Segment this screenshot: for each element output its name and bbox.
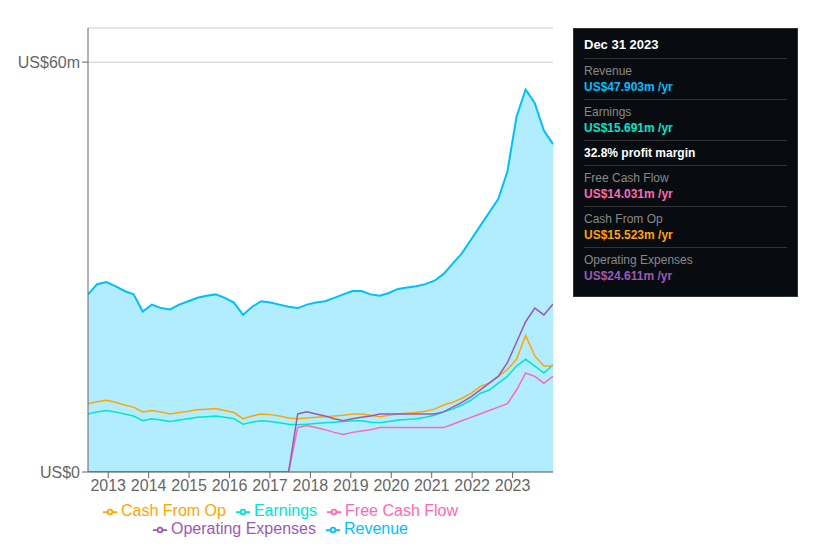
html-text:US$15.523m /yr: US$15.523m /yr bbox=[584, 228, 673, 242]
html-text:Free Cash Flow: Free Cash Flow bbox=[345, 502, 458, 519]
html-text:Operating Expenses: Operating Expenses bbox=[584, 253, 693, 267]
html-text:Operating Expenses: Operating Expenses bbox=[171, 520, 316, 537]
html-text:Cash From Op: Cash From Op bbox=[584, 212, 663, 226]
html-text:US$47.903m /yr: US$47.903m /yr bbox=[584, 80, 673, 94]
html-text:Cash From Op: Cash From Op bbox=[121, 502, 226, 519]
svg-text:2021: 2021 bbox=[414, 477, 450, 494]
svg-text:2018: 2018 bbox=[293, 477, 329, 494]
svg-text:2020: 2020 bbox=[373, 477, 409, 494]
svg-text:2014: 2014 bbox=[131, 477, 167, 494]
html-text:US$24.611m /yr: US$24.611m /yr bbox=[584, 269, 673, 283]
svg-text:2017: 2017 bbox=[252, 477, 288, 494]
svg-text:2016: 2016 bbox=[212, 477, 248, 494]
html-text:32.8% profit margin: 32.8% profit margin bbox=[584, 146, 696, 160]
html-text:Revenue: Revenue bbox=[584, 64, 632, 78]
html-text:US$14.031m /yr: US$14.031m /yr bbox=[584, 187, 673, 201]
svg-text:US$60m: US$60m bbox=[18, 54, 80, 71]
svg-text:2023: 2023 bbox=[495, 477, 531, 494]
html-text:Earnings: Earnings bbox=[584, 105, 632, 119]
svg-text:2015: 2015 bbox=[171, 477, 207, 494]
svg-text:2022: 2022 bbox=[454, 477, 490, 494]
svg-text:2019: 2019 bbox=[333, 477, 369, 494]
svg-text:2013: 2013 bbox=[90, 477, 126, 494]
svg-text:US$0: US$0 bbox=[40, 464, 80, 481]
html-text:US$15.691m /yr: US$15.691m /yr bbox=[584, 121, 673, 135]
html-text:Revenue: Revenue bbox=[344, 520, 408, 537]
html-text:Free Cash Flow: Free Cash Flow bbox=[584, 171, 669, 185]
html-text:Earnings: Earnings bbox=[253, 502, 318, 519]
html-text:Dec 31 2023: Dec 31 2023 bbox=[584, 37, 659, 52]
